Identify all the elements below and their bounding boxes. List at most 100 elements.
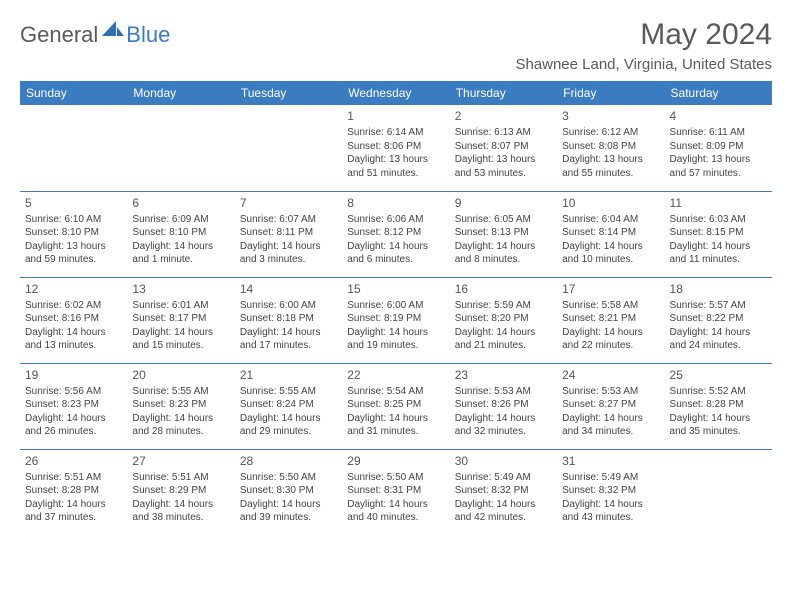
daylight-text: Daylight: 14 hours and 3 minutes. [240,240,337,267]
sunrise-text: Sunrise: 5:51 AM [132,471,229,485]
day-number: 20 [132,367,229,383]
sunrise-text: Sunrise: 6:03 AM [670,213,767,227]
calendar-day-cell: 25 Sunrise: 5:52 AMSunset: 8:28 PMDayligh… [665,363,772,449]
page-title: May 2024 [640,18,772,52]
calendar-day-cell: 4Sunrise: 6:11 AMSunset: 8:09 PMDaylight… [665,105,772,191]
calendar-day-cell: 2Sunrise: 6:13 AMSunset: 8:07 PMDaylight… [450,105,557,191]
sunrise-text: Sunrise: 5:53 AM [455,385,552,399]
day-number: 25 [670,367,767,383]
sunrise-text: Sunrise: 6:10 AM [25,213,122,227]
sunrise-text: Sunrise: 6:13 AM [455,126,552,140]
daylight-text: Daylight: 13 hours and 51 minutes. [347,153,444,180]
day-number: 17 [562,281,659,297]
weekday-header: Sunday [20,81,127,105]
sunset-text: Sunset: 8:22 PM [670,312,767,326]
day-number: 10 [562,195,659,211]
daylight-text: Daylight: 13 hours and 55 minutes. [562,153,659,180]
daylight-text: Daylight: 14 hours and 10 minutes. [562,240,659,267]
calendar-day-cell: 29Sunrise: 5:50 AMSunset: 8:31 PMDayligh… [342,449,449,535]
calendar-day-cell: 18Sunrise: 5:57 AMSunset: 8:22 PMDayligh… [665,277,772,363]
calendar-day-cell: 24Sunrise: 5:53 AMSunset: 8:27 PMDayligh… [557,363,664,449]
daylight-text: Daylight: 14 hours and 21 minutes. [455,326,552,353]
daylight-text: Daylight: 13 hours and 57 minutes. [670,153,767,180]
sunset-text: Sunset: 8:28 PM [25,484,122,498]
sunset-text: Sunset: 8:11 PM [240,226,337,240]
calendar-day-cell: 17Sunrise: 5:58 AMSunset: 8:21 PMDayligh… [557,277,664,363]
weekday-header: Tuesday [235,81,342,105]
sunset-text: Sunset: 8:12 PM [347,226,444,240]
day-number: 12 [25,281,122,297]
sunset-text: Sunset: 8:10 PM [132,226,229,240]
title-block: May 2024 [640,18,772,52]
sunset-text: Sunset: 8:06 PM [347,140,444,154]
calendar-day-cell: 20Sunrise: 5:55 AMSunset: 8:23 PMDayligh… [127,363,234,449]
day-number: 15 [347,281,444,297]
calendar-day-cell: 9Sunrise: 6:05 AMSunset: 8:13 PMDaylight… [450,191,557,277]
calendar-day-cell: 7Sunrise: 6:07 AMSunset: 8:11 PMDaylight… [235,191,342,277]
sunset-text: Sunset: 8:08 PM [562,140,659,154]
calendar-day-cell: 30Sunrise: 5:49 AMSunset: 8:32 PMDayligh… [450,449,557,535]
sunrise-text: Sunrise: 6:01 AM [132,299,229,313]
sunset-text: Sunset: 8:18 PM [240,312,337,326]
calendar-day-cell: 5Sunrise: 6:10 AMSunset: 8:10 PMDaylight… [20,191,127,277]
calendar-week-row: 12Sunrise: 6:02 AMSunset: 8:16 PMDayligh… [20,277,772,363]
daylight-text: Daylight: 14 hours and 38 minutes. [132,498,229,525]
daylight-text: Daylight: 14 hours and 17 minutes. [240,326,337,353]
sunrise-text: Sunrise: 5:53 AM [562,385,659,399]
daylight-text: Daylight: 14 hours and 40 minutes. [347,498,444,525]
daylight-text: Daylight: 14 hours and 24 minutes. [670,326,767,353]
sunset-text: Sunset: 8:14 PM [562,226,659,240]
daylight-text: Daylight: 14 hours and 43 minutes. [562,498,659,525]
daylight-text: Daylight: 14 hours and 8 minutes. [455,240,552,267]
sunset-text: Sunset: 8:30 PM [240,484,337,498]
weekday-header: Thursday [450,81,557,105]
sunset-text: Sunset: 8:24 PM [240,398,337,412]
sunset-text: Sunset: 8:16 PM [25,312,122,326]
sunset-text: Sunset: 8:17 PM [132,312,229,326]
sunset-text: Sunset: 8:23 PM [25,398,122,412]
sunrise-text: Sunrise: 5:49 AM [455,471,552,485]
sunrise-text: Sunrise: 6:12 AM [562,126,659,140]
sunset-text: Sunset: 8:28 PM [670,398,767,412]
sunrise-text: Sunrise: 6:09 AM [132,213,229,227]
sunrise-text: Sunrise: 5:54 AM [347,385,444,399]
daylight-text: Daylight: 14 hours and 35 minutes. [670,412,767,439]
sunset-text: Sunset: 8:15 PM [670,226,767,240]
daylight-text: Daylight: 14 hours and 32 minutes. [455,412,552,439]
calendar-day-cell: 3Sunrise: 6:12 AMSunset: 8:08 PMDaylight… [557,105,664,191]
day-number: 23 [455,367,552,383]
calendar-day-cell: 14Sunrise: 6:00 AMSunset: 8:18 PMDayligh… [235,277,342,363]
calendar-day-cell: 27Sunrise: 5:51 AMSunset: 8:29 PMDayligh… [127,449,234,535]
day-number: 19 [25,367,122,383]
daylight-text: Daylight: 14 hours and 37 minutes. [25,498,122,525]
calendar-day-cell: 12Sunrise: 6:02 AMSunset: 8:16 PMDayligh… [20,277,127,363]
sunset-text: Sunset: 8:27 PM [562,398,659,412]
day-number: 13 [132,281,229,297]
calendar-day-cell: 21Sunrise: 5:55 AMSunset: 8:24 PMDayligh… [235,363,342,449]
daylight-text: Daylight: 14 hours and 29 minutes. [240,412,337,439]
sunset-text: Sunset: 8:29 PM [132,484,229,498]
weekday-header: Saturday [665,81,772,105]
day-number: 8 [347,195,444,211]
calendar-week-row: 5 Sunrise: 6:10 AM Sunset: 8:10 PM Daylight… [20,191,772,277]
daylight-text: Daylight: 14 hours and 19 minutes. [347,326,444,353]
sunrise-text: Sunrise: 6:00 AM [347,299,444,313]
calendar-day-cell: 31Sunrise: 5:49 AMSunset: 8:32 PMDayligh… [557,449,664,535]
day-number: 21 [240,367,337,383]
day-number: 26 [25,453,122,469]
calendar-day-cell: 6Sunrise: 6:09 AMSunset: 8:10 PMDaylight… [127,191,234,277]
logo-sail-icon [100,26,124,44]
sunrise-text: Sunrise: 6:14 AM [347,126,444,140]
sunset-text: Sunset: 8:13 PM [455,226,552,240]
sunrise-text: Sunrise: 5:52 AM [670,385,767,399]
day-number: 2 [455,108,552,124]
daylight-text: Daylight: 13 hours and 59 minutes. [25,240,122,267]
day-number: 5 [25,195,122,211]
day-number: 7 [240,195,337,211]
weekday-header: Monday [127,81,234,105]
day-number: 18 [670,281,767,297]
sunrise-text: Sunrise: 5:55 AM [132,385,229,399]
sunset-text: Sunset: 8:32 PM [562,484,659,498]
day-number: 30 [455,453,552,469]
calendar-empty-cell [20,105,127,191]
